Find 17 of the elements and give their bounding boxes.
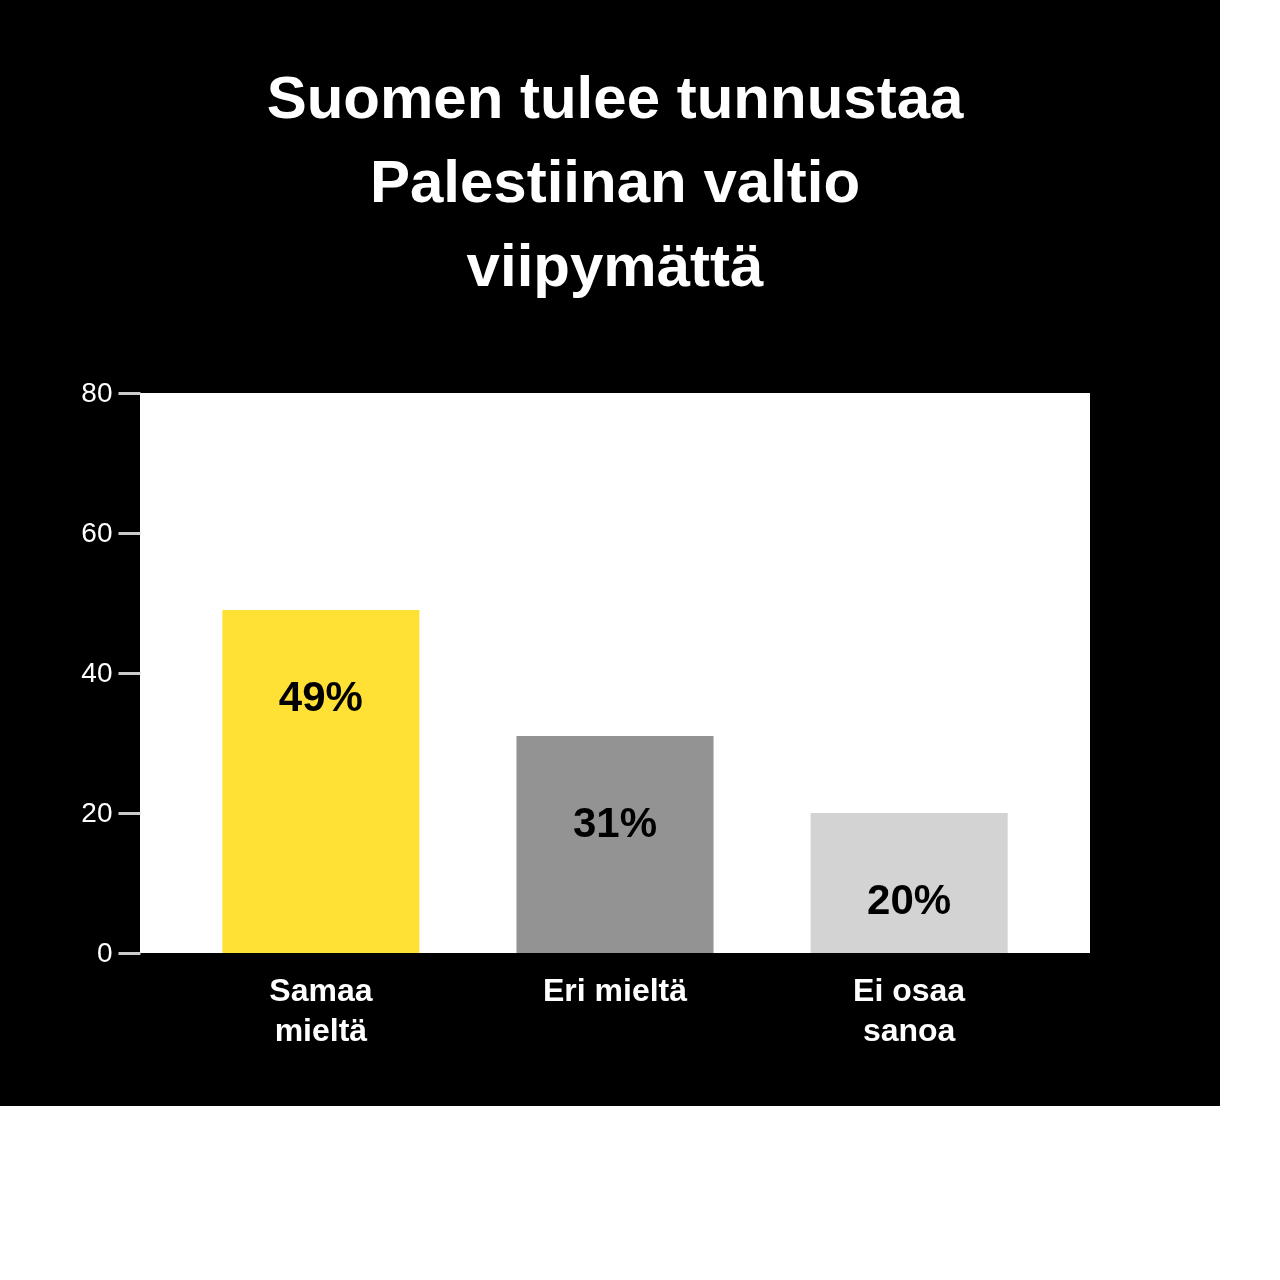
text: Suomen tulee tunnustaa xyxy=(266,64,964,131)
data-label: 49% xyxy=(278,673,363,720)
text: viipymättä xyxy=(466,232,764,299)
bar xyxy=(516,736,714,953)
data-label: 20% xyxy=(867,876,952,923)
x-tick-label: Eri mieltä xyxy=(542,971,688,1008)
y-tick-label: 60 xyxy=(81,516,113,548)
text: Palestiinan valtio xyxy=(369,148,861,215)
y-tick-label: 0 xyxy=(96,936,113,968)
data-label: 31% xyxy=(572,799,658,846)
bar xyxy=(810,813,1008,953)
y-tick-label: 40 xyxy=(81,656,113,688)
x-tick-label: Samaa mieltä xyxy=(269,971,373,1048)
y-tick-label: 20 xyxy=(81,796,113,828)
bar xyxy=(222,610,420,953)
x-tick-label: Ei osaa sanoa xyxy=(853,971,966,1048)
y-tick-label: 80 xyxy=(81,376,113,408)
